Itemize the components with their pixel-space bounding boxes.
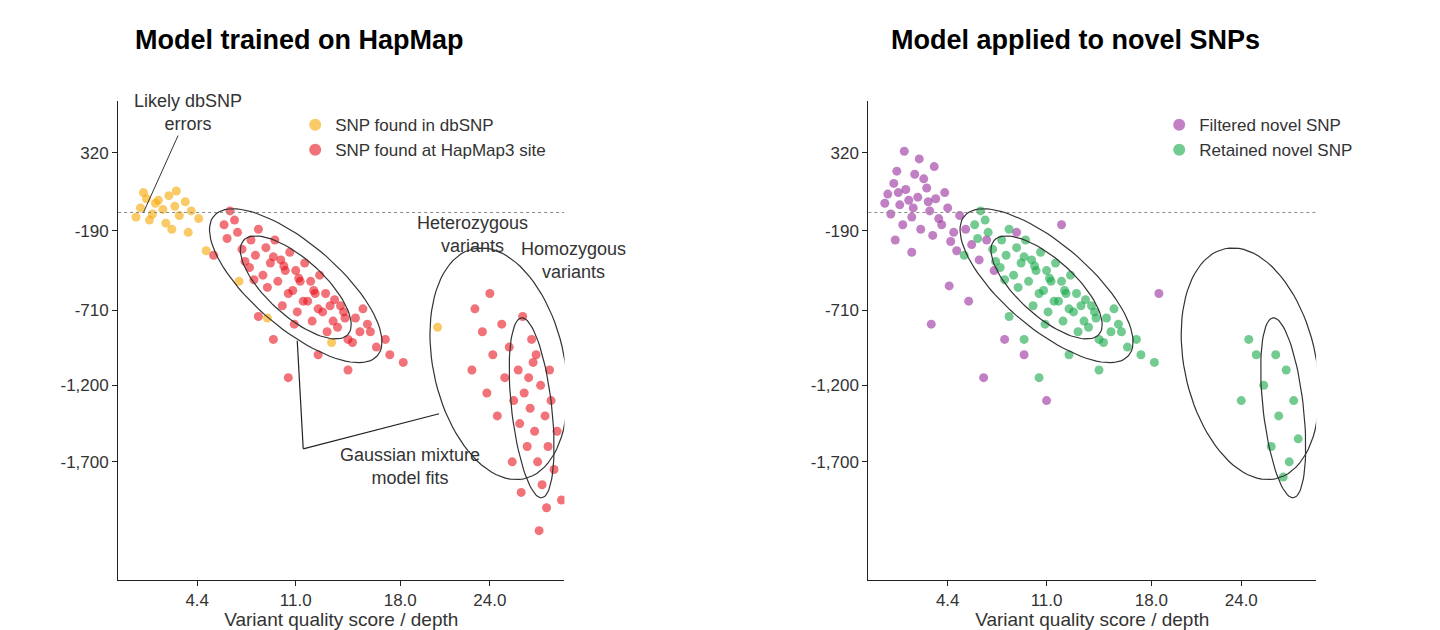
svg-text:Model applied to novel SNPs: Model applied to novel SNPs bbox=[891, 25, 1260, 55]
svg-text:Heterozygousvariants: Heterozygousvariants bbox=[417, 213, 528, 256]
svg-text:18.0: 18.0 bbox=[384, 591, 417, 610]
svg-text:11.0: 11.0 bbox=[1031, 591, 1063, 610]
svg-text:4.4: 4.4 bbox=[936, 591, 960, 610]
svg-text:-710: -710 bbox=[825, 301, 859, 320]
svg-text:18.0: 18.0 bbox=[1135, 591, 1168, 610]
svg-text:24.0: 24.0 bbox=[1225, 591, 1258, 610]
svg-text:Homozygousvariants: Homozygousvariants bbox=[521, 239, 626, 282]
svg-text:Filtered novel SNP: Filtered novel SNP bbox=[1199, 116, 1341, 135]
svg-text:Variant quality score / depth: Variant quality score / depth bbox=[975, 609, 1209, 630]
svg-text:Variant quality score / depth: Variant quality score / depth bbox=[224, 609, 458, 630]
svg-text:Model trained on HapMap: Model trained on HapMap bbox=[135, 25, 464, 55]
svg-text:4.4: 4.4 bbox=[185, 591, 209, 610]
svg-text:-1,700: -1,700 bbox=[811, 453, 859, 472]
svg-text:320: 320 bbox=[80, 144, 108, 163]
svg-text:-1,200: -1,200 bbox=[811, 376, 859, 395]
svg-text:Likely dbSNPerrors: Likely dbSNPerrors bbox=[134, 91, 242, 134]
svg-text:-190: -190 bbox=[825, 222, 859, 241]
svg-text:SNP found at HapMap3 site: SNP found at HapMap3 site bbox=[335, 141, 545, 160]
svg-text:11.0: 11.0 bbox=[280, 591, 312, 610]
svg-text:Gaussian mixturemodel fits: Gaussian mixturemodel fits bbox=[340, 445, 480, 488]
svg-text:-710: -710 bbox=[75, 301, 109, 320]
svg-text:SNP found in dbSNP: SNP found in dbSNP bbox=[335, 116, 493, 135]
svg-text:320: 320 bbox=[831, 144, 859, 163]
svg-text:-190: -190 bbox=[75, 222, 109, 241]
svg-text:-1,200: -1,200 bbox=[60, 376, 108, 395]
svg-text:-1,700: -1,700 bbox=[60, 453, 108, 472]
svg-text:Retained novel SNP: Retained novel SNP bbox=[1199, 141, 1352, 160]
svg-text:24.0: 24.0 bbox=[473, 591, 506, 610]
